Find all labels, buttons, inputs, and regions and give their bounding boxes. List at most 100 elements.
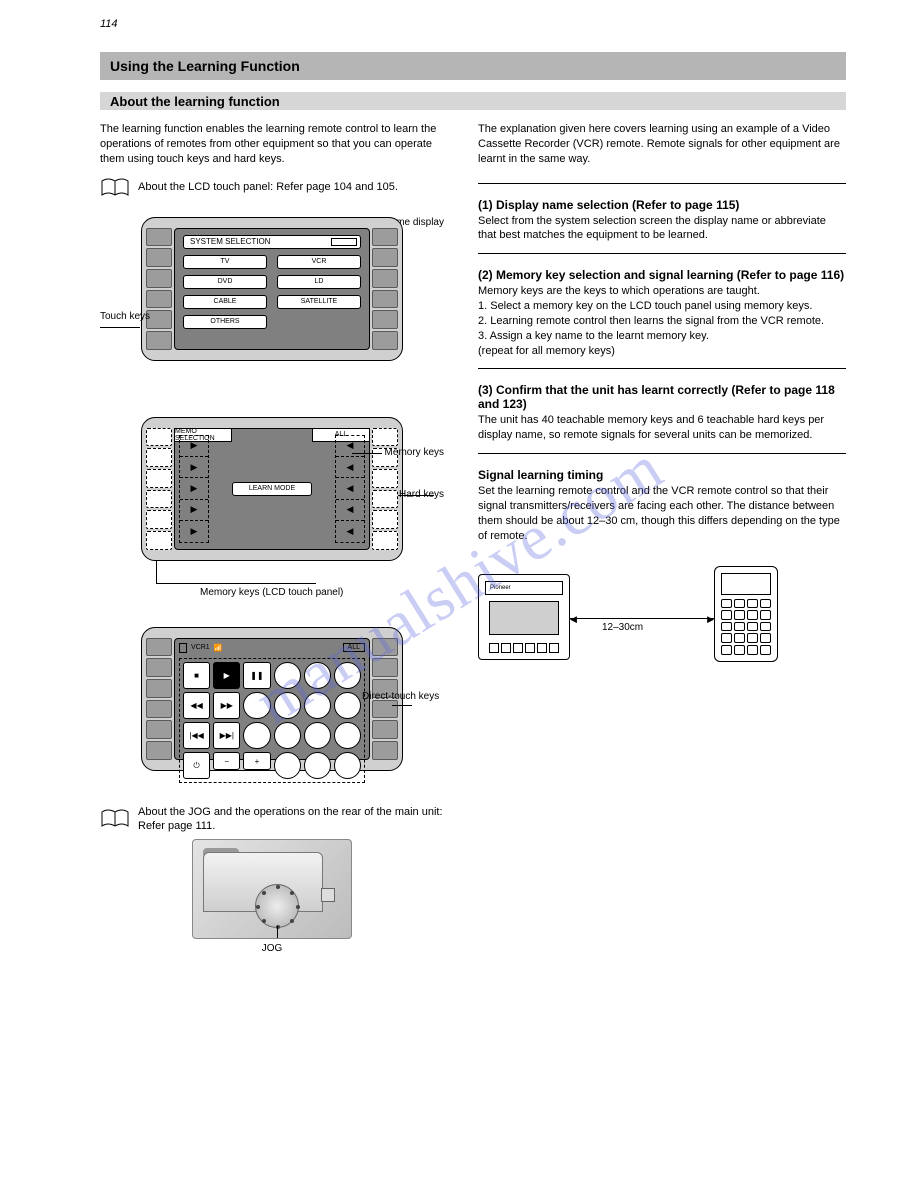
- direct-key[interactable]: [274, 662, 301, 689]
- memory-key[interactable]: ▶: [180, 500, 208, 521]
- direct-key[interactable]: [334, 692, 361, 719]
- hard-key[interactable]: [372, 331, 398, 350]
- memory-key[interactable]: ◀: [336, 436, 364, 457]
- direct-key[interactable]: [304, 692, 331, 719]
- memory-key[interactable]: ▶: [180, 521, 208, 541]
- jog-label: JOG: [100, 943, 444, 954]
- distance-label: 12–30cm: [602, 622, 643, 633]
- memory-key[interactable]: ◀: [336, 457, 364, 478]
- hard-key[interactable]: [146, 269, 172, 288]
- minus-key[interactable]: −: [213, 752, 240, 770]
- jog-dial[interactable]: [255, 884, 299, 928]
- step-2-text-a: Memory keys are the keys to which operat…: [478, 284, 846, 299]
- memory-key[interactable]: ◀: [336, 478, 364, 499]
- hard-key[interactable]: [146, 228, 172, 247]
- hard-key[interactable]: [372, 720, 398, 739]
- hard-key[interactable]: [146, 490, 172, 509]
- hard-key[interactable]: [372, 638, 398, 657]
- plus-key[interactable]: +: [243, 752, 270, 770]
- rew-key[interactable]: ◀◀: [183, 692, 210, 719]
- hard-key[interactable]: [372, 290, 398, 309]
- hard-key[interactable]: [146, 428, 172, 447]
- menu-item-cable[interactable]: CABLE: [183, 295, 267, 309]
- direct-key[interactable]: [274, 722, 301, 749]
- learn-mode-pill: LEARN MODE: [232, 482, 312, 496]
- ff-key[interactable]: ▶▶: [213, 692, 240, 719]
- hard-key[interactable]: [372, 310, 398, 329]
- hard-key[interactable]: [146, 658, 172, 677]
- hard-key[interactable]: [146, 331, 172, 350]
- hard-key[interactable]: [372, 269, 398, 288]
- hard-keys-left: [146, 638, 172, 760]
- right-intro: The explanation given here covers learni…: [478, 122, 846, 167]
- hard-key[interactable]: [146, 638, 172, 657]
- divider: [478, 368, 846, 369]
- callout-direct-touch-keys: Direct-touch keys: [362, 691, 452, 702]
- divider: [478, 453, 846, 454]
- timing-figure: Pioneer ◀ ▶ 12–30cm: [478, 550, 778, 670]
- play-key[interactable]: ▶: [213, 662, 240, 689]
- hard-key[interactable]: [372, 700, 398, 719]
- device-frame: SYSTEM SELECTION TV VCR DVD LD CABLE SAT…: [141, 217, 403, 361]
- hard-key[interactable]: [146, 248, 172, 267]
- memory-key[interactable]: ▶: [180, 457, 208, 478]
- book-note-1-text: About the LCD touch panel: Refer page 10…: [138, 180, 398, 194]
- memory-key[interactable]: ▶: [180, 436, 208, 457]
- stop-key[interactable]: ■: [183, 662, 210, 689]
- hard-key[interactable]: [372, 741, 398, 760]
- hard-key[interactable]: [372, 428, 398, 447]
- menu-item-others[interactable]: OTHERS: [183, 315, 267, 329]
- hard-key[interactable]: [372, 658, 398, 677]
- direct-key[interactable]: [274, 692, 301, 719]
- hard-key[interactable]: [372, 531, 398, 550]
- menu-item-ld[interactable]: LD: [277, 275, 361, 289]
- memory-key[interactable]: ◀: [336, 521, 364, 541]
- page-number-value: 114: [100, 18, 118, 30]
- hard-key[interactable]: [146, 448, 172, 467]
- power-key[interactable]: ⏻: [183, 752, 210, 779]
- hard-key[interactable]: [146, 679, 172, 698]
- direct-key[interactable]: [334, 752, 361, 779]
- hard-key[interactable]: [146, 469, 172, 488]
- menu-item-dvd[interactable]: DVD: [183, 275, 267, 289]
- hard-key[interactable]: [146, 700, 172, 719]
- direct-key[interactable]: [274, 752, 301, 779]
- direct-key[interactable]: [334, 662, 361, 689]
- prev-key[interactable]: |◀◀: [183, 722, 210, 749]
- hard-key[interactable]: [372, 510, 398, 529]
- hard-key[interactable]: [372, 248, 398, 267]
- step-2-text-d: 3. Assign a key name to the learnt memor…: [478, 329, 846, 344]
- callout-line: [156, 583, 316, 584]
- hard-key[interactable]: [146, 510, 172, 529]
- direct-key[interactable]: [243, 692, 270, 719]
- target-device: Pioneer: [478, 574, 570, 660]
- menu-item-vcr[interactable]: VCR: [277, 255, 361, 269]
- memory-keys-col-right: ◀ ◀ ◀ ◀ ◀: [335, 435, 365, 543]
- pause-key[interactable]: ❚❚: [243, 662, 270, 689]
- hard-key[interactable]: [146, 531, 172, 550]
- step-1-text: Select from the system selection screen …: [478, 214, 846, 244]
- device-icon: [179, 643, 187, 653]
- direct-key[interactable]: [304, 752, 331, 779]
- direct-key[interactable]: [304, 662, 331, 689]
- next-key[interactable]: ▶▶|: [213, 722, 240, 749]
- memory-key[interactable]: ◀: [336, 500, 364, 521]
- direct-key[interactable]: [243, 722, 270, 749]
- direct-key[interactable]: [304, 722, 331, 749]
- hard-key[interactable]: [372, 228, 398, 247]
- hard-key[interactable]: [372, 469, 398, 488]
- jog-figure: JOG: [100, 839, 444, 969]
- step-2-text-b: 1. Select a memory key on the LCD touch …: [478, 299, 846, 314]
- photo-side-button[interactable]: [321, 888, 335, 902]
- hard-key[interactable]: [372, 490, 398, 509]
- menu-item-tv[interactable]: TV: [183, 255, 267, 269]
- device-screen: VCR1 📶 ALL ■ ▶ ❚❚ ◀◀: [174, 638, 370, 760]
- hard-key[interactable]: [146, 741, 172, 760]
- menu-item-satellite[interactable]: SATELLITE: [277, 295, 361, 309]
- memory-keys-col-left: ▶ ▶ ▶ ▶ ▶: [179, 435, 209, 543]
- hard-key[interactable]: [146, 290, 172, 309]
- memory-key[interactable]: ▶: [180, 478, 208, 499]
- direct-key[interactable]: [334, 722, 361, 749]
- direct-touch-key-grid: ■ ▶ ❚❚ ◀◀ ▶▶ |◀◀: [179, 658, 365, 784]
- hard-key[interactable]: [146, 720, 172, 739]
